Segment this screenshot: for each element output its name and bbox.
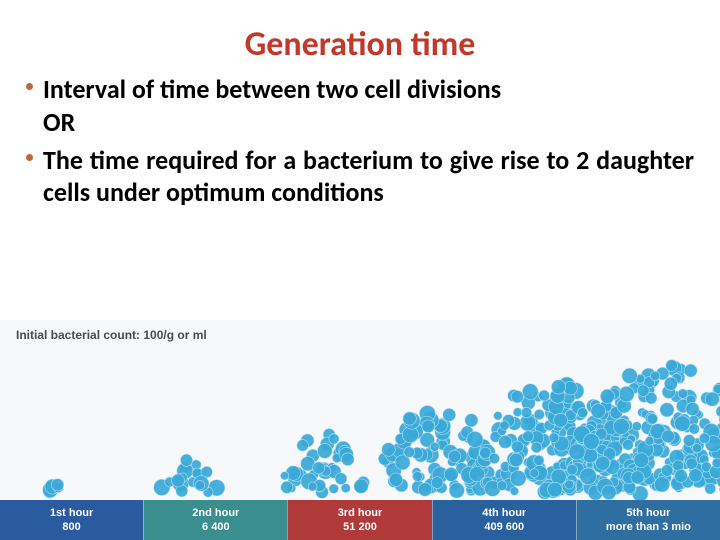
hour-value: 409 600 — [484, 521, 524, 533]
bullet-dot-icon — [26, 83, 33, 90]
hour-value: 6 400 — [202, 521, 230, 533]
bullet-text-2: The time required for a bacterium to giv… — [43, 144, 694, 209]
hour-cell-3: 3rd hour 51 200 — [287, 500, 431, 540]
hour-cell-5: 5th hour more than 3 mio — [576, 500, 720, 540]
hour-label: 5th hour — [626, 507, 670, 519]
hour-label: 3rd hour — [338, 507, 383, 519]
hour-label: 1st hour — [50, 507, 93, 519]
hour-value: 800 — [62, 521, 80, 533]
slide-title: Generation time — [0, 0, 720, 73]
hour-cell-1: 1st hour 800 — [0, 500, 143, 540]
hour-value: 51 200 — [343, 521, 377, 533]
hour-bar: 1st hour 800 2nd hour 6 400 3rd hour 51 200 4t… — [0, 500, 720, 540]
hour-label: 4th hour — [482, 507, 526, 519]
bullet-item-1: Interval of time between two cell divisi… — [26, 73, 694, 138]
content-area: Interval of time between two cell divisi… — [0, 73, 720, 215]
hour-cell-2: 2nd hour 6 400 — [143, 500, 287, 540]
hour-value: more than 3 mio — [606, 521, 691, 533]
hour-label: 2nd hour — [192, 507, 239, 519]
bullet-item-2: The time required for a bacterium to giv… — [26, 144, 694, 209]
bullet-row: Interval of time between two cell divisi… — [26, 73, 694, 106]
bullet-or: OR — [43, 106, 694, 138]
bullet-text-1: Interval of time between two cell divisi… — [43, 73, 501, 106]
bullet-row: The time required for a bacterium to giv… — [26, 144, 694, 209]
bacterial-growth-graphic — [0, 345, 720, 500]
bullet-dot-icon — [26, 154, 33, 161]
figure-area: Initial bacterial count: 100/g or ml 1st… — [0, 320, 720, 540]
hour-cell-4: 4th hour 409 600 — [432, 500, 576, 540]
slide: Generation time Interval of time between… — [0, 0, 720, 540]
figure-label: Initial bacterial count: 100/g or ml — [16, 328, 207, 342]
